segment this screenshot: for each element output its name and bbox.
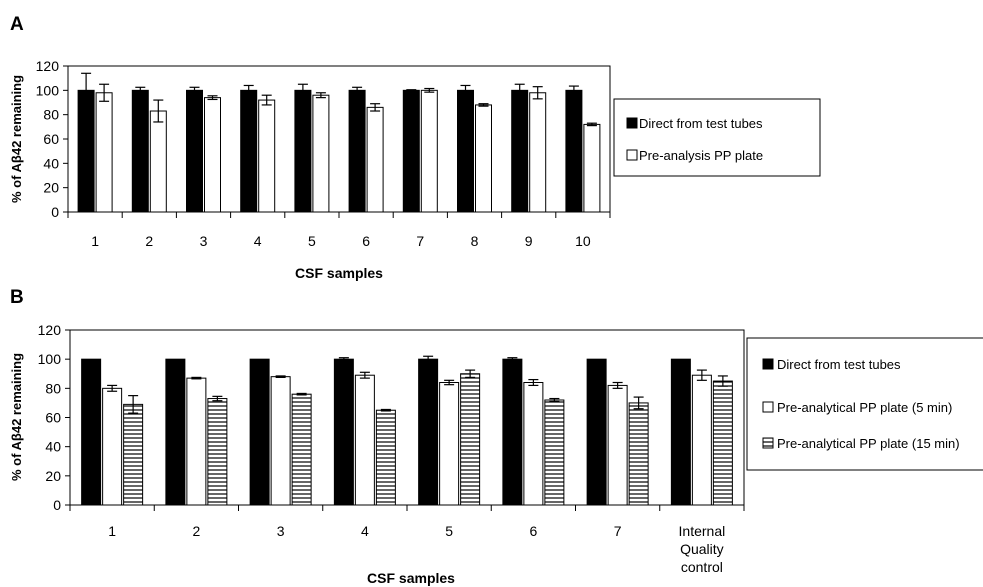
bar-b-series1-cat5 (418, 358, 439, 506)
x-tick-label: 6 (529, 523, 537, 539)
bar-b-series1-cat7 (586, 358, 607, 506)
y-tick-label: 20 (43, 180, 59, 196)
bar-b-series3-cat4 (375, 409, 396, 506)
bar-a-series2-cat6 (366, 106, 384, 213)
bar-b-series1-cat4 (333, 358, 354, 506)
bar-b-series3-cat2 (207, 398, 228, 506)
x-tick-label: 2 (145, 233, 153, 249)
bar-b-series3-cat3 (291, 393, 312, 506)
y-axis-label: % of Aβ42 remaining (9, 75, 24, 203)
x-tick-label: 5 (445, 523, 453, 539)
x-tick-label: 5 (308, 233, 316, 249)
y-tick-label: 120 (36, 58, 60, 74)
bar-b-series3-cat8 (712, 380, 733, 506)
x-tick-label: 4 (254, 233, 262, 249)
x-tick-label: 9 (525, 233, 533, 249)
bar-a-series1-cat1 (77, 89, 95, 213)
y-tick-label: 0 (53, 497, 61, 513)
bar-a-series1-cat4 (240, 89, 258, 213)
bar-b-series2-cat4 (354, 374, 375, 506)
x-tick-label: 3 (277, 523, 285, 539)
bar-a-series2-cat3 (204, 97, 221, 213)
bar-b-series3-cat1 (123, 403, 144, 506)
y-tick-label: 0 (51, 204, 59, 220)
plot-frame (67, 65, 611, 213)
y-tick-label: 120 (38, 322, 62, 338)
bar-a-series2-cat2 (149, 110, 167, 213)
bar-b-series2-cat7 (607, 384, 628, 506)
x-tick-label: 7 (416, 233, 424, 249)
bar-a-series2-cat8 (475, 104, 492, 213)
bar-b-series1-cat2 (165, 358, 186, 506)
x-tick-label: Internal Quality control (679, 523, 726, 575)
bar-b-series3-cat6 (544, 399, 565, 506)
chart-panel-b: 0 20 40 60 80 100 120 1 2 3 4 5 6 7 Internal Quality con… (9, 322, 983, 586)
panel-label-a: A (10, 14, 24, 35)
y-tick-label: 40 (45, 439, 61, 455)
y-tick-label: 100 (36, 82, 60, 98)
legend-entry: Pre-analytical PP plate (15 min) (777, 436, 960, 451)
bar-a-series2-cat1 (95, 92, 113, 213)
legend-swatch (626, 149, 638, 161)
legend-entry: Direct from test tubes (639, 116, 763, 131)
bar-b-series1-cat6 (502, 358, 523, 506)
bar-a-series1-cat7 (402, 89, 420, 213)
x-tick-label: 8 (471, 233, 479, 249)
legend-swatch (762, 401, 774, 413)
legend-swatch (762, 358, 774, 370)
bar-b-series2-cat8 (691, 374, 712, 506)
legend-swatch (762, 437, 774, 449)
bar-b-series2-cat2 (186, 377, 207, 506)
x-axis-label: CSF samples (367, 570, 455, 586)
panel-label-b: B (10, 287, 24, 308)
bar-a-series2-cat10 (583, 123, 601, 213)
legend-entry: Direct from test tubes (777, 357, 901, 372)
x-tick-label: 4 (361, 523, 369, 539)
y-tick-label: 80 (43, 107, 59, 123)
bar-a-series1-cat2 (131, 89, 149, 213)
bar-b-series1-cat8 (670, 358, 691, 506)
legend-swatch (626, 117, 638, 129)
bar-a-series1-cat5 (294, 89, 312, 213)
bar-a-series1-cat6 (348, 89, 366, 213)
bar-a-series1-cat3 (186, 89, 203, 213)
bar-a-series1-cat8 (457, 89, 474, 213)
chart-panel-a: 0 20 40 60 80 100 120 1 2 3 4 5 6 7 8 9 10 CSF samples % o… (9, 58, 821, 281)
y-tick-label: 60 (43, 131, 59, 147)
x-axis-label: CSF samples (295, 265, 383, 281)
y-tick-label: 20 (45, 468, 61, 484)
x-tick-label: 1 (108, 523, 116, 539)
bar-a-series2-cat4 (258, 99, 276, 213)
x-tick-label: 3 (200, 233, 208, 249)
x-tick-label: 1 (91, 233, 99, 249)
legend-entry: Pre-analysis PP plate (639, 148, 763, 163)
bar-a-series1-cat10 (565, 89, 583, 213)
legend-entry: Pre-analytical PP plate (5 min) (777, 400, 952, 415)
bar-b-series2-cat3 (270, 376, 291, 506)
bar-b-series3-cat5 (460, 373, 481, 506)
y-tick-label: 100 (38, 351, 62, 367)
x-tick-label: 10 (575, 233, 591, 249)
x-tick-label: 2 (192, 523, 200, 539)
bar-b-series1-cat3 (249, 358, 270, 506)
bar-b-series2-cat1 (102, 387, 123, 506)
y-tick-label: 40 (43, 155, 59, 171)
bar-a-series2-cat9 (529, 92, 547, 213)
bar-b-series3-cat7 (628, 402, 649, 506)
bar-b-series2-cat6 (523, 382, 544, 506)
bar-b-series1-cat1 (81, 358, 102, 506)
y-tick-label: 80 (45, 380, 61, 396)
bar-a-series1-cat9 (511, 89, 529, 213)
legend-box (613, 98, 821, 177)
x-tick-label: 7 (614, 523, 622, 539)
y-tick-label: 60 (45, 410, 61, 426)
y-axis-label: % of Aβ42 remaining (9, 353, 24, 481)
bar-a-series2-cat5 (312, 94, 330, 213)
x-tick-label: 6 (362, 233, 370, 249)
legend-box (746, 337, 983, 471)
bar-a-series2-cat7 (420, 89, 438, 213)
bar-b-series2-cat5 (439, 382, 460, 506)
